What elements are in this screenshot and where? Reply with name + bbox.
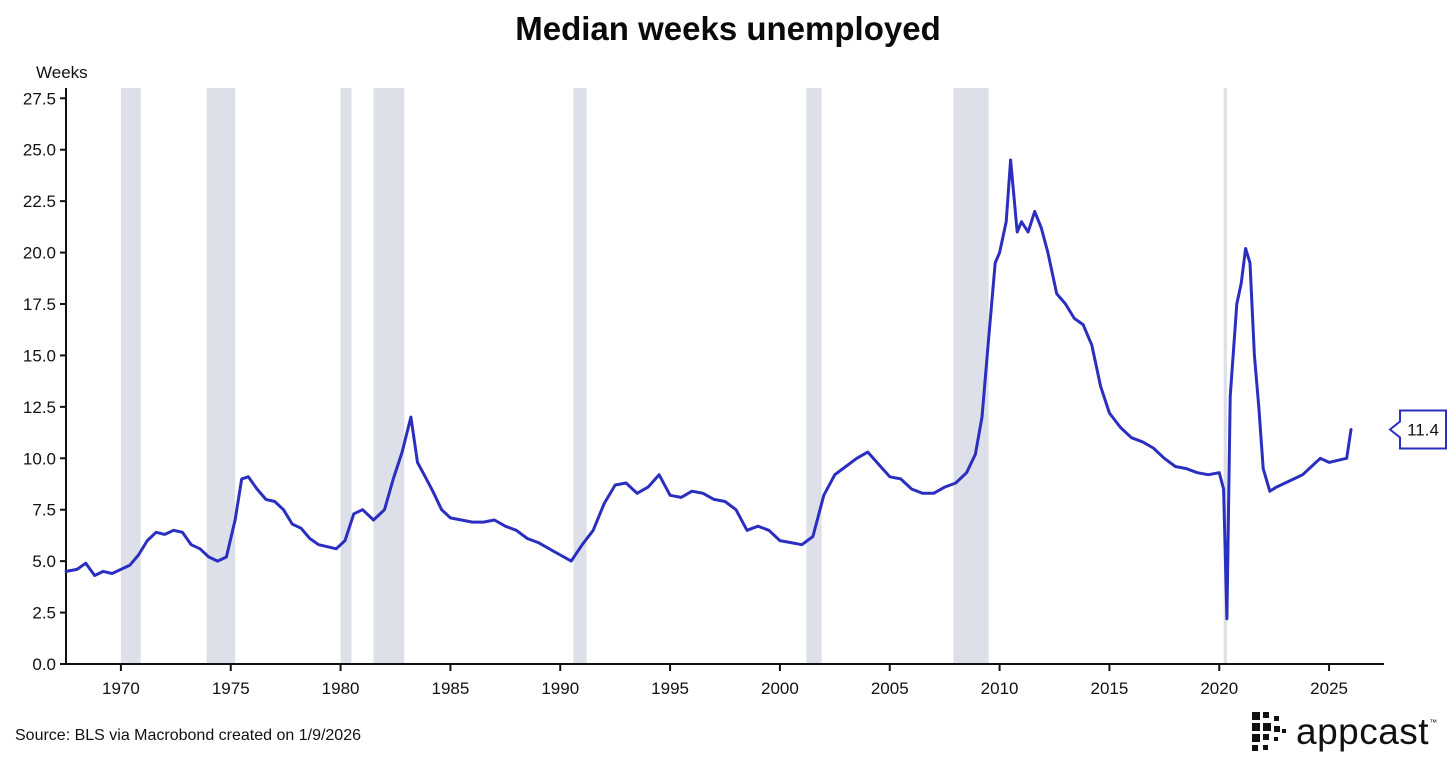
x-axis: 1970 1975 1980 1985 1990 1995 2000 2005 2010 2015… — [66, 663, 1384, 698]
y-tick-label: 27.5 — [23, 89, 56, 108]
source-note: Source: BLS via Macrobond created on 1/9… — [15, 727, 361, 744]
y-tick-label: 7.5 — [32, 501, 56, 520]
y-tick-label: 10.0 — [23, 449, 56, 468]
recession-band-6 — [953, 88, 989, 664]
x-tick-label: 1980 — [322, 679, 360, 698]
x-tick-label: 2015 — [1091, 679, 1129, 698]
x-tick-label: 1970 — [102, 679, 140, 698]
last-value-label: 11.4 — [1407, 420, 1439, 439]
y-tick-label: 2.5 — [32, 604, 56, 623]
x-tick-label: 2025 — [1310, 679, 1348, 698]
series-line-0 — [64, 158, 1353, 621]
recession-band-0 — [120, 88, 141, 664]
x-tick-label: 2010 — [981, 679, 1019, 698]
pixel-grid-logo-icon — [1252, 712, 1286, 751]
x-tick-label: 1995 — [651, 679, 689, 698]
x-tick-label: 1975 — [212, 679, 250, 698]
recession-band-7 — [1223, 88, 1227, 664]
appcast-logo: appcast ™ — [1252, 710, 1437, 754]
x-tick-label: 2000 — [761, 679, 799, 698]
y-axis: 0.0 2.5 5.0 7.5 10.0 12.5 15.0 17.5 20.0 22.5 25.0… — [23, 88, 67, 674]
y-tick-label: 22.5 — [23, 192, 56, 211]
recession-band-4 — [573, 88, 587, 664]
callout-box — [1388, 409, 1447, 450]
y-tick-label: 15.0 — [23, 346, 56, 365]
recession-band-2 — [340, 88, 352, 664]
y-axis-label: Weeks — [36, 63, 88, 82]
y-tick-label: 20.0 — [23, 244, 56, 263]
y-tick-label: 25.0 — [23, 141, 56, 160]
recession-band-3 — [373, 88, 405, 664]
chart-title: Median weeks unemployed — [515, 10, 941, 47]
y-tick-label: 17.5 — [23, 295, 56, 314]
y-tick-label: 12.5 — [23, 398, 56, 417]
recession-band-1 — [206, 88, 236, 664]
y-tick-label: 5.0 — [32, 552, 56, 571]
recession-band-5 — [806, 88, 822, 664]
logo-trademark: ™ — [1429, 718, 1438, 727]
logo-wordmark: appcast — [1296, 711, 1430, 752]
x-tick-label: 1990 — [541, 679, 579, 698]
series-layer — [64, 158, 1353, 621]
x-tick-label: 2005 — [871, 679, 909, 698]
recession-bands — [120, 88, 1227, 664]
last-value-callout: 11.4 — [1388, 409, 1447, 450]
x-tick-label: 2020 — [1200, 679, 1238, 698]
y-tick-label: 0.0 — [32, 655, 56, 674]
x-tick-label: 1985 — [432, 679, 470, 698]
